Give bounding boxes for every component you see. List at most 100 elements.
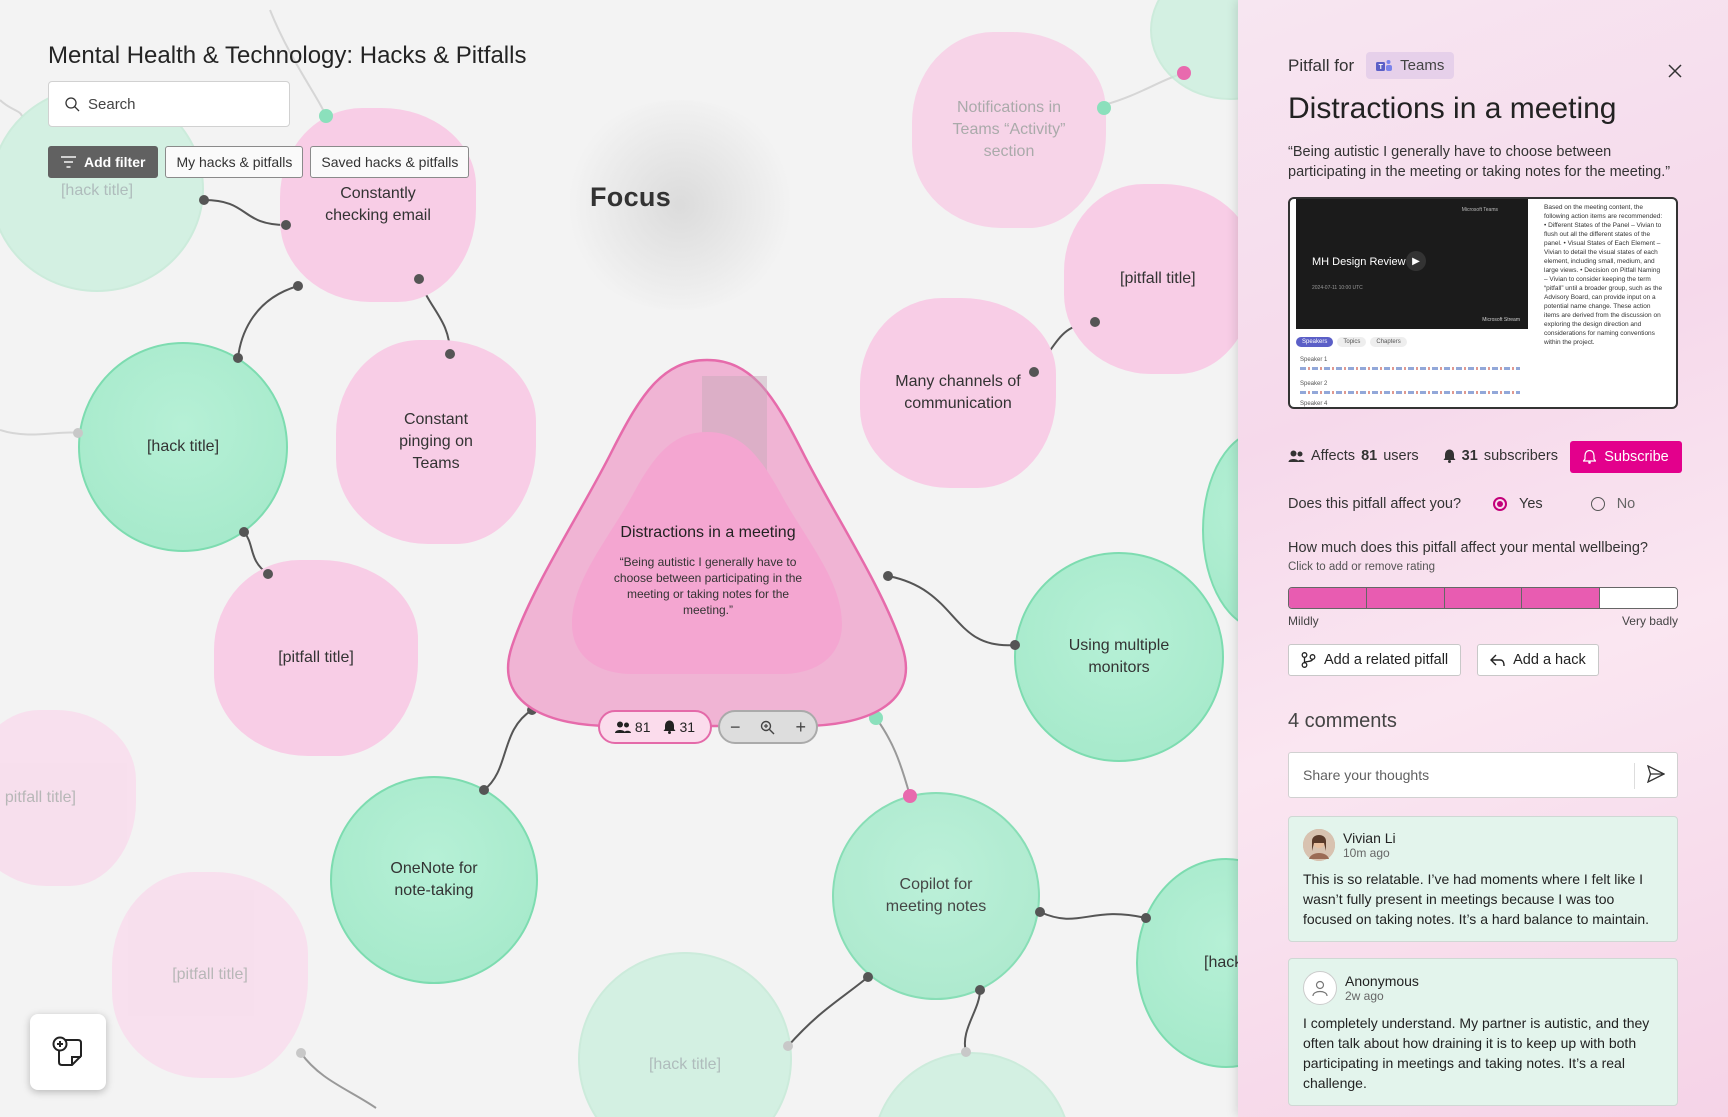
link-dot [199, 195, 209, 205]
preview-tab[interactable]: Topics [1337, 337, 1367, 347]
panel-title: Distractions in a meeting [1288, 92, 1617, 125]
node-label: Copilot for meeting notes [885, 876, 987, 915]
zoom-in-button[interactable]: + [795, 716, 806, 737]
add-related-pitfall-button[interactable]: Add a related pitfall [1288, 644, 1462, 676]
teams-icon: T [1376, 59, 1393, 71]
selected-pitfall-node[interactable]: Distractions in a meeting “Being autisti… [502, 356, 912, 730]
avatar[interactable] [1303, 829, 1335, 861]
comment-time: 2w ago [1345, 989, 1384, 1003]
speaker-timeline [1300, 391, 1520, 394]
subscribe-button[interactable]: Subscribe [1570, 441, 1682, 473]
link-dot [863, 972, 873, 982]
link-dot [263, 569, 273, 579]
no-radio[interactable] [1590, 497, 1605, 511]
pitfall-node[interactable]: Constantly checking email [280, 108, 476, 302]
divider [1634, 763, 1635, 789]
comments-heading: 4 comments [1288, 710, 1397, 732]
link-dot [1090, 317, 1100, 327]
pitfall-node[interactable]: [pitfall title] [214, 560, 418, 756]
rating-segment[interactable] [1366, 588, 1445, 608]
add-hack-label: Add a hack [1513, 652, 1586, 668]
link-dot [445, 349, 455, 359]
node-label: [pitfall title] [172, 966, 248, 983]
link-dot [961, 1047, 971, 1057]
add-hack-button[interactable]: Add a hack [1477, 644, 1599, 676]
add-note-button[interactable] [30, 1014, 106, 1090]
search-input[interactable]: Search [88, 95, 136, 113]
pitfall-node[interactable]: pitfall title] [0, 710, 136, 886]
link-dot [293, 281, 303, 291]
add-related-label: Add a related pitfall [1324, 652, 1449, 668]
reply-arrow-icon [1490, 654, 1505, 666]
no-label[interactable]: No [1616, 496, 1636, 512]
yes-label[interactable]: Yes [1519, 496, 1543, 512]
play-icon[interactable]: ▶ [1406, 251, 1426, 271]
bell-icon [1583, 450, 1597, 464]
preview-tab[interactable]: Speakers [1296, 337, 1334, 347]
video-thumbnail[interactable]: Microsoft Teams MH Design Review ▶ 2024-… [1296, 199, 1528, 329]
speaker-label: Speaker 1 [1300, 357, 1328, 363]
search-box[interactable]: Search [48, 81, 290, 127]
people-icon [614, 721, 631, 733]
add-filter-label: Add filter [84, 154, 146, 170]
rating-question: How much does this pitfall affect your m… [1288, 540, 1649, 556]
rating-max-label: Very badly [1621, 614, 1678, 628]
stream-label: Microsoft Stream [1482, 317, 1520, 323]
affects-count: 81 [1361, 448, 1378, 464]
map-canvas[interactable]: [hack title] pitfall title] [pitfall tit… [0, 0, 1240, 1117]
rating-segment[interactable] [1522, 588, 1601, 608]
users-count: 81 [634, 719, 651, 735]
affects-suffix: users [1383, 448, 1419, 464]
link-dot [233, 353, 243, 363]
link-dot [975, 985, 985, 995]
anonymous-user-icon [1312, 980, 1328, 997]
pitfall-node[interactable]: [pitfall title] [1064, 184, 1240, 374]
hack-node[interactable]: [hack title] [578, 952, 792, 1117]
panel-actions: Add a related pitfall Add a hack [1288, 644, 1678, 676]
pitfall-node[interactable]: Many channels of communication [860, 298, 1056, 488]
hack-node[interactable]: [hack title] [78, 342, 288, 552]
close-button[interactable] [1668, 58, 1682, 84]
preview-tab[interactable]: Chapters [1370, 337, 1407, 347]
comment-author: Anonymous [1345, 973, 1419, 989]
send-icon[interactable] [1647, 765, 1665, 783]
node-stats-pill[interactable]: 81 31 [598, 710, 712, 744]
node-label: [hack title] [60, 182, 134, 199]
comment-text: This is so relatable. I’ve had moments w… [1303, 871, 1650, 927]
svg-text:T: T [1379, 64, 1384, 71]
pitfall-node[interactable]: Notifications in Teams “Activity” sectio… [912, 32, 1106, 228]
my-hacks-filter[interactable]: My hacks & pitfalls [165, 146, 304, 178]
people-icon [1288, 450, 1305, 462]
panel-quote: “Being autistic I generally have to choo… [1288, 144, 1671, 180]
speaker-label: Speaker 2 [1300, 381, 1328, 387]
link-dot [479, 785, 489, 795]
hack-node[interactable]: Copilot for meeting notes [832, 792, 1040, 1000]
rating-segment[interactable] [1600, 588, 1677, 608]
rating-min-label: Mildly [1288, 614, 1319, 628]
affects-prefix: Affects [1311, 448, 1356, 464]
pitfall-node[interactable]: Constant pinging on Teams [336, 340, 536, 544]
yes-radio[interactable] [1493, 497, 1508, 511]
zoom-controls: − + [718, 710, 818, 744]
add-filter-button[interactable]: Add filter [48, 146, 159, 178]
link-dot [414, 274, 424, 284]
page-title: Mental Health & Technology: Hacks & Pitf… [48, 42, 527, 69]
comment-author[interactable]: Vivian Li [1343, 830, 1396, 846]
zoom-to-fit-icon[interactable] [760, 720, 775, 735]
pitfall-node[interactable]: [pitfall title] [112, 872, 308, 1078]
comment-input[interactable]: Share your thoughts [1288, 752, 1678, 798]
avatar [1303, 971, 1337, 1005]
hack-node[interactable]: OneNote for note-taking [330, 776, 538, 984]
link-dot [73, 428, 83, 438]
search-icon [65, 96, 80, 111]
rating-segment[interactable] [1444, 588, 1523, 608]
rating-segment[interactable] [1289, 588, 1367, 608]
affect-question-row: Does this pitfall affect you? Yes No [1288, 496, 1678, 512]
saved-hacks-filter[interactable]: Saved hacks & pitfalls [310, 146, 470, 178]
meeting-preview[interactable]: Microsoft Teams MH Design Review ▶ 2024-… [1288, 197, 1678, 409]
hack-node[interactable]: Using multiple monitors [1014, 552, 1224, 762]
wellbeing-rating[interactable] [1288, 587, 1678, 609]
app-badge[interactable]: T Teams [1366, 52, 1455, 79]
zoom-out-button[interactable]: − [729, 716, 741, 737]
link-dot [281, 220, 291, 230]
